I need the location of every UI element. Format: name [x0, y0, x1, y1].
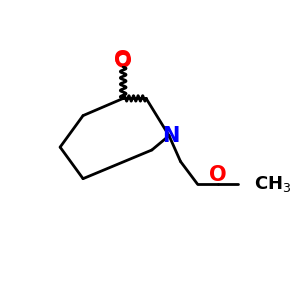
Text: N: N	[162, 126, 179, 146]
Text: CH$_3$: CH$_3$	[254, 174, 291, 194]
Text: O: O	[114, 50, 132, 70]
Text: O: O	[209, 165, 226, 185]
